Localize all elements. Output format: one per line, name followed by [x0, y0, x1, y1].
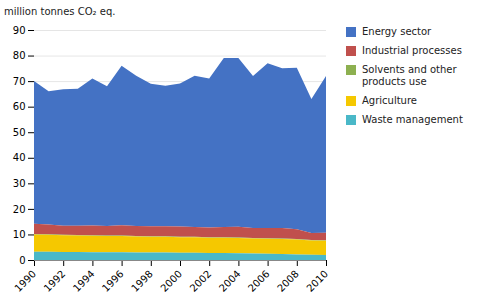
svg-text:0: 0	[19, 255, 25, 266]
html-text:million tonnes CO₂ eq.: million tonnes CO₂ eq.	[4, 6, 116, 17]
svg-text:1998: 1998	[129, 268, 155, 294]
html-text:Solvents and other products us: Solvents and other products use	[362, 64, 457, 87]
svg-text:2000: 2000	[158, 268, 184, 294]
svg-text:50: 50	[13, 127, 26, 138]
svg-text:70: 70	[13, 76, 26, 87]
svg-text:20: 20	[13, 204, 26, 215]
svg-text:60: 60	[13, 101, 26, 112]
svg-text:2006: 2006	[246, 268, 272, 294]
html-text:Industrial processes: Industrial processes	[362, 45, 462, 56]
svg-text:2004: 2004	[217, 268, 243, 294]
svg-text:2002: 2002	[188, 268, 214, 294]
svg-text:1992: 1992	[42, 268, 68, 294]
svg-text:1990: 1990	[12, 268, 38, 294]
svg-text:80: 80	[13, 50, 26, 61]
svg-text:1994: 1994	[71, 268, 97, 294]
svg-text:10: 10	[13, 229, 26, 240]
html-text:Agriculture: Agriculture	[362, 95, 417, 106]
svg-text:1996: 1996	[100, 268, 126, 294]
svg-text:30: 30	[13, 178, 26, 189]
svg-text:2008: 2008	[275, 268, 301, 294]
html-text:Energy sector: Energy sector	[362, 26, 432, 37]
html-text:Waste management: Waste management	[362, 114, 463, 125]
svg-text:40: 40	[13, 152, 26, 163]
svg-text:2010: 2010	[304, 268, 330, 294]
svg-text:90: 90	[13, 25, 26, 36]
